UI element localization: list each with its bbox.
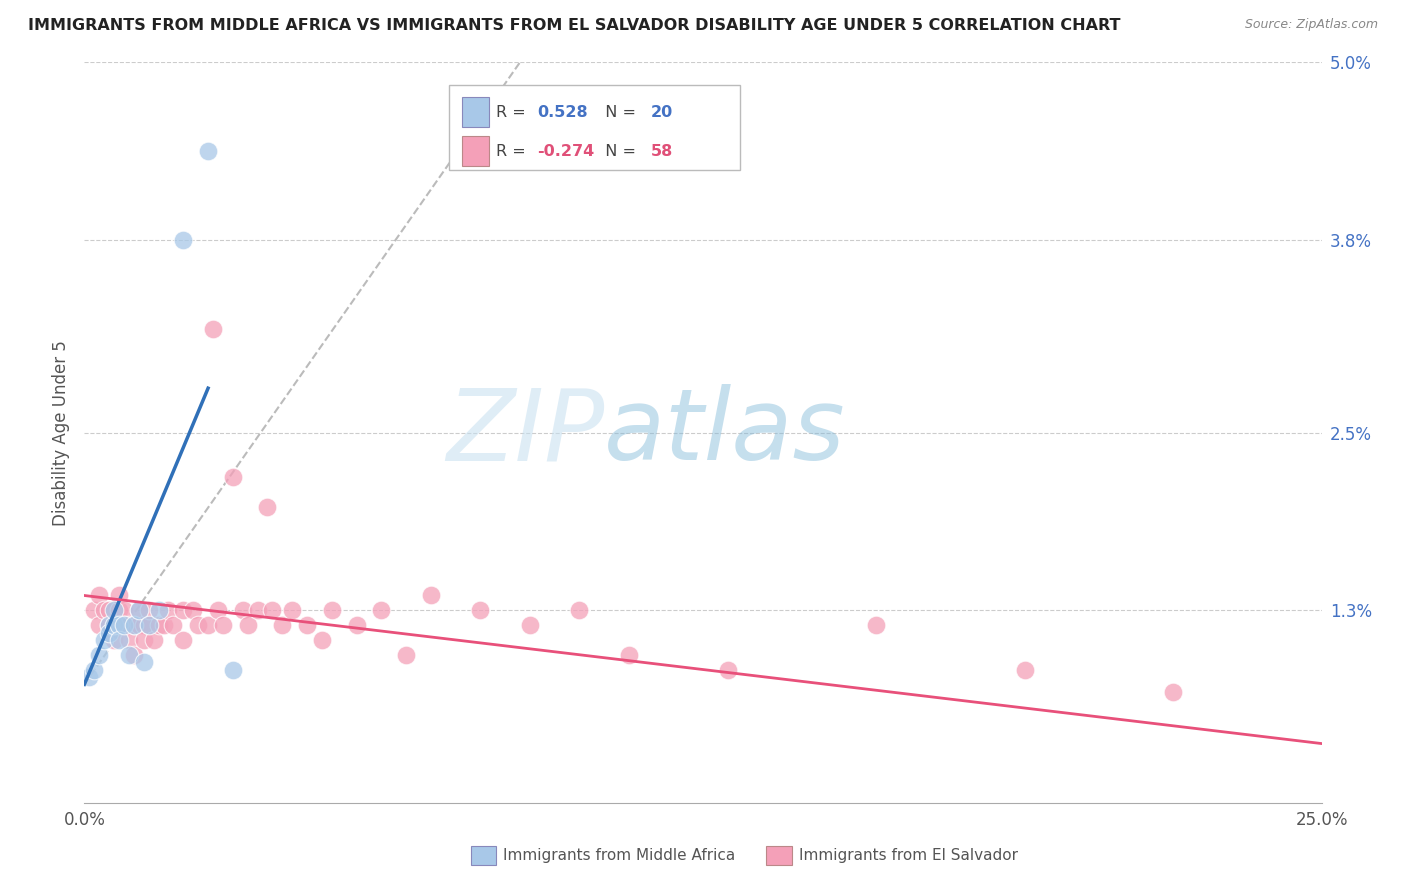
Text: ZIP: ZIP <box>446 384 605 481</box>
Point <box>262 603 284 617</box>
Text: -0.274: -0.274 <box>537 144 595 159</box>
Point <box>311 632 333 647</box>
Point <box>519 618 541 632</box>
Point <box>172 603 194 617</box>
Point <box>103 632 125 647</box>
Point <box>93 603 115 617</box>
FancyBboxPatch shape <box>450 85 740 169</box>
Point <box>232 603 254 617</box>
Point <box>103 618 125 632</box>
Point <box>128 603 150 617</box>
Point <box>152 618 174 632</box>
Point <box>89 589 111 603</box>
Point <box>181 603 204 617</box>
Point <box>122 618 145 632</box>
Point <box>148 618 170 632</box>
Point <box>370 603 392 617</box>
Point <box>112 618 135 632</box>
Point <box>118 648 141 662</box>
Text: 58: 58 <box>651 144 673 159</box>
Point <box>197 145 219 159</box>
Point <box>470 603 492 617</box>
Point <box>207 603 229 617</box>
Point <box>246 603 269 617</box>
Point <box>1014 663 1036 677</box>
Point <box>98 618 121 632</box>
Point <box>89 618 111 632</box>
Point <box>128 618 150 632</box>
Point <box>568 603 591 617</box>
Point <box>98 603 121 617</box>
Text: 0.528: 0.528 <box>537 104 588 120</box>
Point <box>197 618 219 632</box>
Text: N =: N = <box>595 104 641 120</box>
Text: Source: ZipAtlas.com: Source: ZipAtlas.com <box>1244 18 1378 31</box>
Point <box>172 632 194 647</box>
Point <box>128 603 150 617</box>
Point <box>865 618 887 632</box>
Text: Immigrants from El Salvador: Immigrants from El Salvador <box>799 848 1018 863</box>
Point <box>138 618 160 632</box>
Text: 20: 20 <box>651 104 673 120</box>
Point <box>89 648 111 662</box>
Point <box>281 603 304 617</box>
Bar <box>461 136 489 166</box>
Point <box>108 603 131 617</box>
Point <box>202 322 225 336</box>
Point <box>83 603 105 617</box>
Point <box>617 648 640 662</box>
Point <box>108 618 131 632</box>
Bar <box>461 97 489 127</box>
Point <box>157 603 180 617</box>
Point <box>321 603 343 617</box>
Point <box>132 632 155 647</box>
Text: N =: N = <box>595 144 641 159</box>
Point <box>271 618 294 632</box>
Text: atlas: atlas <box>605 384 845 481</box>
Point <box>122 648 145 662</box>
Point <box>98 625 121 640</box>
Point <box>103 603 125 617</box>
Point <box>112 618 135 632</box>
Point <box>236 618 259 632</box>
Text: R =: R = <box>496 104 531 120</box>
Point <box>222 470 245 484</box>
Text: Immigrants from Middle Africa: Immigrants from Middle Africa <box>503 848 735 863</box>
Point <box>132 655 155 669</box>
Point <box>118 632 141 647</box>
Point <box>138 603 160 617</box>
Point <box>346 618 368 632</box>
Point <box>83 663 105 677</box>
Point <box>103 618 125 632</box>
Point <box>295 618 318 632</box>
Point <box>98 618 121 632</box>
Point <box>256 500 278 514</box>
Point <box>108 589 131 603</box>
Text: IMMIGRANTS FROM MIDDLE AFRICA VS IMMIGRANTS FROM EL SALVADOR DISABILITY AGE UNDE: IMMIGRANTS FROM MIDDLE AFRICA VS IMMIGRA… <box>28 18 1121 33</box>
Text: R =: R = <box>496 144 531 159</box>
Point <box>717 663 740 677</box>
Point <box>132 618 155 632</box>
Point <box>112 603 135 617</box>
Point <box>148 603 170 617</box>
Point <box>118 618 141 632</box>
Point <box>122 618 145 632</box>
Point <box>1161 685 1184 699</box>
Point <box>162 618 184 632</box>
Point <box>93 632 115 647</box>
Point <box>222 663 245 677</box>
Point <box>172 233 194 247</box>
Y-axis label: Disability Age Under 5: Disability Age Under 5 <box>52 340 70 525</box>
Point <box>419 589 441 603</box>
Point <box>138 618 160 632</box>
Point <box>142 632 165 647</box>
Point <box>79 670 101 684</box>
Point <box>108 632 131 647</box>
Point <box>212 618 235 632</box>
Point <box>187 618 209 632</box>
Point <box>395 648 418 662</box>
